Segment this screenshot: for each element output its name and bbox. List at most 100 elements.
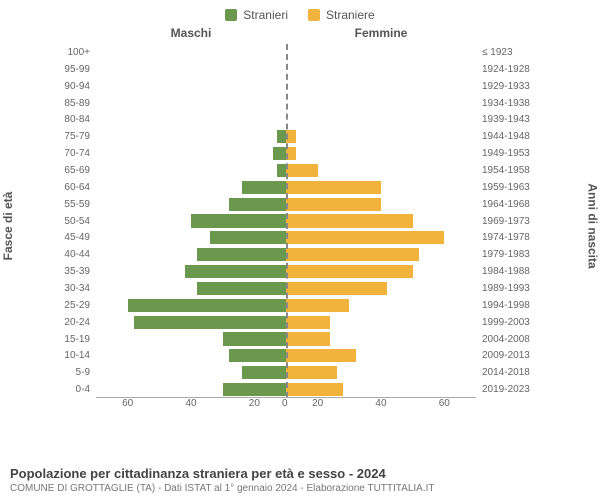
pyramid-row: 10-14 2009-2013 (20, 347, 580, 364)
bar-male (223, 332, 286, 345)
x-tick: 40 (349, 398, 412, 416)
bar-female (286, 383, 343, 396)
bar-male (242, 366, 286, 379)
age-tick: 20-24 (20, 317, 96, 328)
bar-female (286, 366, 337, 379)
age-tick: 95-99 (20, 64, 96, 75)
x-tick: 20 (286, 398, 349, 416)
bar-female (286, 198, 381, 211)
age-tick: 55-59 (20, 199, 96, 210)
bar-female (286, 248, 419, 261)
legend-item-male: Stranieri (225, 8, 288, 22)
pyramid-row: 50-541969-1973 (20, 213, 580, 230)
year-tick: 2009-2013 (476, 350, 580, 361)
bar-male (242, 181, 286, 194)
center-line (286, 44, 288, 398)
column-headers: Maschi Femmine (96, 26, 476, 40)
pyramid-row: 15-192004-2008 (20, 331, 580, 348)
legend-label-male: Stranieri (243, 8, 288, 22)
year-tick: 1954-1958 (476, 165, 580, 176)
age-tick: 60-64 (20, 182, 96, 193)
pyramid-row: 65-69 1954-1958 (20, 162, 580, 179)
pyramid-row: 85-89 1934-1938 (20, 95, 580, 112)
year-tick: ≤ 1923 (476, 47, 580, 58)
pyramid-row: 55-59 1964-1968 (20, 196, 580, 213)
age-tick: 25-29 (20, 300, 96, 311)
age-tick: 70-74 (20, 148, 96, 159)
age-tick: 85-89 (20, 98, 96, 109)
year-tick: 1964-1968 (476, 199, 580, 210)
year-tick: 1939-1943 (476, 114, 580, 125)
pyramid-row: 70-741949-1953 (20, 145, 580, 162)
pyramid-row: 5-9 2014-2018 (20, 364, 580, 381)
bar-male (277, 164, 287, 177)
legend: Stranieri Straniere (0, 0, 600, 26)
year-tick: 1999-2003 (476, 317, 580, 328)
year-tick: 1974-1978 (476, 232, 580, 243)
age-tick: 90-94 (20, 81, 96, 92)
bar-female (286, 332, 330, 345)
age-tick: 65-69 (20, 165, 96, 176)
population-pyramid: Maschi Femmine Fasce di età Anni di nasc… (20, 26, 580, 426)
y-axis-right-label: Anni di nascita (585, 183, 599, 268)
pyramid-row: 75-791944-1948 (20, 128, 580, 145)
age-tick: 5-9 (20, 367, 96, 378)
header-male: Maschi (96, 26, 286, 40)
bar-male (223, 383, 286, 396)
swatch-female (308, 9, 320, 21)
header-female: Femmine (286, 26, 476, 40)
year-tick: 1984-1988 (476, 266, 580, 277)
pyramid-row: 80-841939-1943 (20, 111, 580, 128)
year-tick: 2019-2023 (476, 384, 580, 395)
year-tick: 1924-1928 (476, 64, 580, 75)
bar-male (229, 349, 286, 362)
age-tick: 100+ (20, 47, 96, 58)
pyramid-rows: 100+ ≤ 1923 95-99 1924-1928 90-94 1929-1933 85… (20, 44, 580, 398)
bar-female (286, 265, 413, 278)
year-tick: 2004-2008 (476, 334, 580, 345)
age-tick: 0-4 (20, 384, 96, 395)
pyramid-row: 40-44 1979-1983 (20, 246, 580, 263)
year-tick: 1994-1998 (476, 300, 580, 311)
year-tick: 1979-1983 (476, 249, 580, 260)
legend-item-female: Straniere (308, 8, 375, 22)
year-tick: 1944-1948 (476, 131, 580, 142)
year-tick: 1929-1933 (476, 81, 580, 92)
bar-male (185, 265, 286, 278)
pyramid-row: 0-4 2019-2023 (20, 381, 580, 398)
bar-male (191, 214, 286, 227)
bar-male (210, 231, 286, 244)
bar-female (286, 282, 387, 295)
y-axis-left-label: Fasce di età (1, 192, 15, 261)
chart-title: Popolazione per cittadinanza straniera p… (10, 466, 590, 481)
bar-male (277, 130, 287, 143)
bar-male (134, 316, 286, 329)
bar-female (286, 299, 349, 312)
pyramid-row: 90-94 1929-1933 (20, 78, 580, 95)
x-tick-zero: 0 (282, 398, 288, 409)
bar-female (286, 181, 381, 194)
chart-footer: Popolazione per cittadinanza straniera p… (10, 466, 590, 494)
pyramid-row: 45-491974-1978 (20, 229, 580, 246)
x-tick: 20 (223, 398, 286, 416)
x-tick: 40 (159, 398, 222, 416)
bar-female (286, 214, 413, 227)
swatch-male (225, 9, 237, 21)
chart-subtitle: COMUNE DI GROTTAGLIE (TA) - Dati ISTAT a… (10, 483, 590, 494)
age-tick: 35-39 (20, 266, 96, 277)
pyramid-row: 60-64 1959-1963 (20, 179, 580, 196)
year-tick: 1934-1938 (476, 98, 580, 109)
pyramid-row: 95-99 1924-1928 (20, 61, 580, 78)
bar-male (128, 299, 286, 312)
bar-female (286, 316, 330, 329)
pyramid-row: 30-341989-1993 (20, 280, 580, 297)
pyramid-row: 25-29 1994-1998 (20, 297, 580, 314)
bar-female (286, 164, 318, 177)
year-tick: 2014-2018 (476, 367, 580, 378)
year-tick: 1989-1993 (476, 283, 580, 294)
pyramid-row: 20-24 1999-2003 (20, 314, 580, 331)
year-tick: 1959-1963 (476, 182, 580, 193)
age-tick: 40-44 (20, 249, 96, 260)
age-tick: 10-14 (20, 350, 96, 361)
bar-male (197, 282, 286, 295)
